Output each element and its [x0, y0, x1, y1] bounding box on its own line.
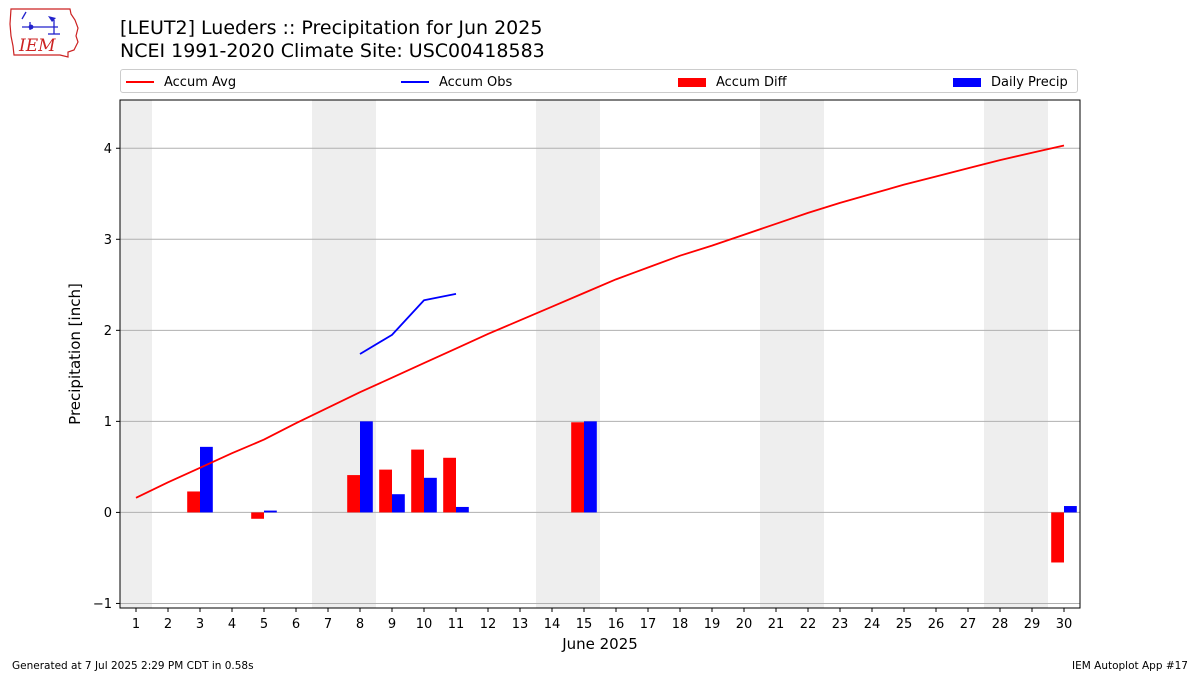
x-tick-label: 22 — [800, 617, 817, 632]
weekend-shade — [120, 100, 152, 608]
y-tick-label: 4 — [104, 142, 112, 157]
x-tick-label: 25 — [896, 617, 913, 632]
x-axis: 1 2 3 4 5 6 7 8 9 10 11 12 13 14 15 16 17 18 19 20 21 22 23 24 2… — [132, 608, 1072, 632]
y-tick-label: 2 — [104, 324, 112, 339]
daily-precip-bar — [456, 506, 469, 513]
x-tick-label: 16 — [608, 617, 625, 632]
weather-station-icon — [21, 11, 60, 35]
x-tick-label: 21 — [768, 617, 785, 632]
accum-diff-bar — [443, 457, 456, 513]
chart-legend: Accum Avg Accum Obs Accum Diff Daily Pre… — [120, 69, 1078, 93]
x-tick-label: 4 — [228, 617, 236, 632]
y-axis-label: Precipitation [inch] — [66, 283, 84, 425]
weekend-shading-layer — [120, 100, 1048, 608]
x-tick-label: 2 — [164, 617, 172, 632]
x-tick-label: 1 — [132, 617, 140, 632]
accum-diff-bar — [187, 491, 200, 513]
legend-label: Daily Precip — [991, 74, 1068, 90]
y-tick-label: 3 — [104, 233, 112, 248]
plot-frame — [119, 99, 1081, 609]
y-tick-label: −1 — [93, 597, 112, 612]
x-tick-label: 9 — [388, 617, 396, 632]
x-tick-label: 18 — [672, 617, 689, 632]
x-tick-label: 11 — [448, 617, 465, 632]
gridlines — [120, 147, 1080, 604]
legend-swatch — [678, 77, 706, 87]
x-tick-label: 8 — [356, 617, 364, 632]
x-tick-label: 23 — [832, 617, 849, 632]
chart-subtitle: NCEI 1991-2020 Climate Site: USC00418583 — [120, 40, 545, 62]
legend-item-accum-obs: Accum Obs — [401, 73, 512, 91]
legend-label: Accum Diff — [716, 74, 787, 90]
x-tick-label: 30 — [1056, 617, 1073, 632]
accum-diff-bar — [1051, 512, 1064, 563]
iowa-state-outline — [9, 8, 79, 58]
iem-logo: IEM — [9, 8, 79, 58]
x-tick-label: 29 — [1024, 617, 1041, 632]
x-tick-label: 13 — [512, 617, 529, 632]
legend-swatch — [126, 81, 154, 83]
x-tick-label: 20 — [736, 617, 753, 632]
x-tick-label: 7 — [324, 617, 332, 632]
daily-precip-bar — [584, 421, 597, 513]
daily-precip-bar — [360, 421, 373, 513]
legend-item-daily-precip: Daily Precip — [953, 73, 1068, 91]
legend-label: Accum Avg — [164, 74, 237, 90]
x-tick-label: 5 — [260, 617, 268, 632]
weekend-shade — [760, 100, 824, 608]
weekend-shade — [536, 100, 600, 608]
accum-avg-line — [135, 144, 1065, 499]
x-tick-label: 17 — [640, 617, 657, 632]
weekend-shade — [984, 100, 1048, 608]
legend-swatch — [401, 81, 429, 83]
y-tick-label: 1 — [104, 415, 112, 430]
line-layer — [135, 144, 1065, 499]
daily-precip-bar — [1064, 506, 1077, 513]
y-tick-label: 0 — [104, 506, 112, 521]
x-tick-label: 26 — [928, 617, 945, 632]
daily-precip-bar — [424, 477, 437, 513]
accum-diff-bar — [251, 512, 264, 519]
legend-label: Accum Obs — [439, 74, 513, 90]
x-tick-label: 19 — [704, 617, 721, 632]
legend-item-accum-diff: Accum Diff — [678, 73, 787, 91]
daily-precip-bar — [264, 510, 277, 513]
x-tick-label: 6 — [292, 617, 300, 632]
legend-item-accum-avg: Accum Avg — [126, 73, 236, 91]
accum-diff-bar — [379, 469, 392, 513]
logo-text: IEM — [18, 36, 56, 56]
daily-precip-bar — [392, 494, 405, 513]
footer-app-text: IEM Autoplot App #17 — [1072, 660, 1188, 672]
x-tick-label: 15 — [576, 617, 593, 632]
chart-title: [LEUT2] Lueders :: Precipitation for Jun… — [120, 17, 543, 39]
accum-diff-bar — [347, 475, 360, 513]
daily-precip-bar — [200, 446, 213, 513]
x-tick-label: 10 — [416, 617, 433, 632]
accum-diff-bar — [411, 449, 424, 513]
x-tick-label: 28 — [992, 617, 1009, 632]
x-axis-label: June 2025 — [561, 635, 638, 653]
x-tick-label: 27 — [960, 617, 977, 632]
legend-swatch — [953, 77, 981, 87]
accum-diff-bar — [571, 422, 584, 513]
bar-layer — [187, 421, 1077, 563]
x-tick-label: 3 — [196, 617, 204, 632]
weekend-shade — [312, 100, 376, 608]
x-tick-label: 24 — [864, 617, 881, 632]
y-axis: −1 0 1 2 3 4 — [93, 142, 120, 612]
x-tick-label: 12 — [480, 617, 497, 632]
accum-obs-line — [359, 293, 457, 355]
x-tick-label: 14 — [544, 617, 561, 632]
footer-generated-text: Generated at 7 Jul 2025 2:29 PM CDT in 0… — [12, 660, 254, 672]
